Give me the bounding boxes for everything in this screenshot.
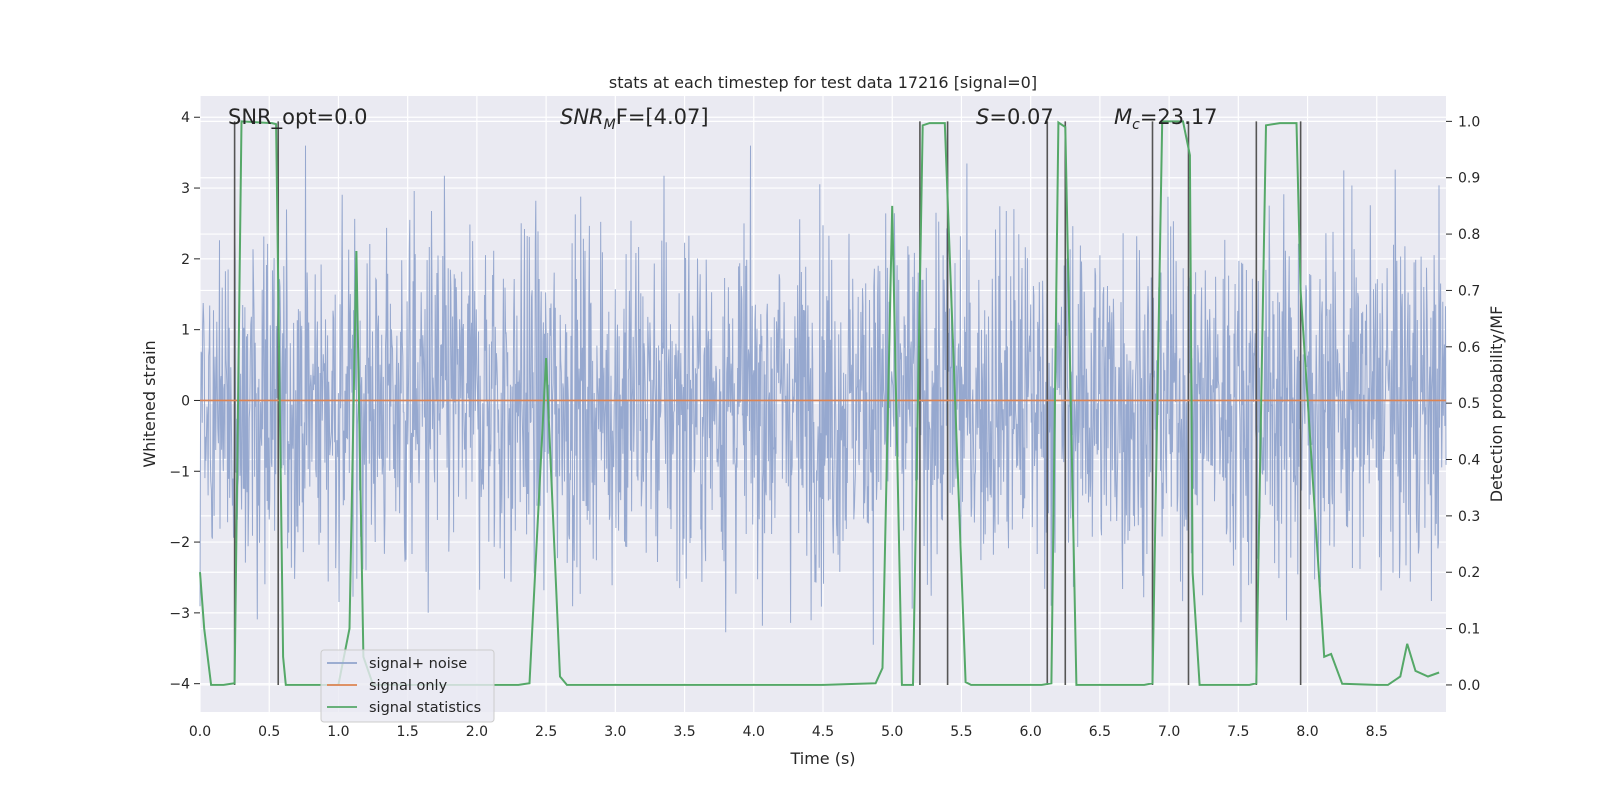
legend-label-signal-only: signal only: [369, 678, 448, 694]
annotation-mc-sub: c: [1132, 117, 1140, 133]
annotation-mc-rest: =23.17: [1140, 105, 1218, 129]
x-tick-label-7: 3.5: [673, 724, 695, 740]
y-right-tick-labels: 1.0 0.9 0.8 0.7 0.6 0.5 0.4 0.3 0.2 0.1 0.0: [1446, 114, 1480, 694]
x-tick-label-5: 2.5: [535, 724, 557, 740]
x-tick-label-3: 1.5: [397, 724, 419, 740]
annotation-snr-mf: SNRMF=[4.07]: [560, 105, 709, 133]
x-tick-label-2: 1.0: [327, 724, 349, 740]
y-tick-label-6: −2: [169, 535, 190, 551]
x-tick-label-0: 0.0: [189, 724, 211, 740]
x-axis-label: Time (s): [789, 749, 855, 768]
y-right-tick-label-10: 0.0: [1458, 678, 1480, 694]
y-axis-label: Whitened strain: [140, 340, 159, 467]
y-right-tick-label-5: 0.5: [1458, 396, 1480, 412]
x-tick-label-9: 4.5: [812, 724, 834, 740]
legend-box: [320, 649, 495, 723]
y-tick-label-7: −3: [169, 606, 190, 622]
y-right-tick-label-1: 0.9: [1458, 171, 1480, 187]
annotation-s: S=0.07: [976, 105, 1054, 129]
chart-title: stats at each timestep for test data 172…: [609, 73, 1037, 92]
y-tick-labels: 4 3 2 1 0 −1 −2 −3 −4: [169, 110, 200, 693]
y-right-tick-label-3: 0.7: [1458, 283, 1480, 299]
x-tick-label-17: 8.5: [1366, 724, 1388, 740]
signal-noise-line: [199, 145, 1447, 645]
legend: signal+ noise signal only signal statist…: [320, 649, 495, 723]
y-tick-label-8: −4: [169, 677, 190, 693]
annotation-snr-mf-sub: M: [604, 117, 616, 133]
y-right-tick-label-9: 0.1: [1458, 622, 1480, 638]
annotation-snr-mf-rest: F=[4.07]: [616, 105, 709, 129]
y-right-tick-label-7: 0.3: [1458, 509, 1480, 525]
annotation-mc-base: M: [1114, 105, 1132, 129]
x-tick-labels: 0.0 0.5 1.0 1.5 2.0 2.5 3.0 3.5 4.0 4.5 5.0 5.5 6.0 6…: [189, 724, 1388, 740]
y-right-tick-label-2: 0.8: [1458, 227, 1480, 243]
x-tick-label-1: 0.5: [258, 724, 280, 740]
annotation-snr-opt: SNR_opt=0.0: [228, 105, 368, 130]
annotation-mc: Mc=23.17: [1114, 105, 1218, 133]
y-right-tick-label-8: 0.2: [1458, 565, 1480, 581]
signal-statistics-series: [199, 120, 1440, 686]
y-tick-label-0: 4: [181, 110, 190, 126]
x-tick-label-16: 8.0: [1296, 724, 1318, 740]
y-tick-label-2: 2: [181, 252, 190, 268]
x-tick-label-6: 3.0: [604, 724, 626, 740]
y-right-tick-label-4: 0.6: [1458, 340, 1480, 356]
x-tick-label-10: 5.0: [881, 724, 903, 740]
x-tick-label-8: 4.0: [743, 724, 765, 740]
y-right-axis-label: Detection probability/MF: [1487, 306, 1506, 503]
x-tick-label-13: 6.5: [1089, 724, 1111, 740]
y-right-tick-label-0: 1.0: [1458, 114, 1480, 130]
annotation-s-rest: =0.07: [989, 105, 1053, 129]
legend-label-signal-statistics: signal statistics: [369, 700, 481, 716]
x-tick-label-15: 7.5: [1227, 724, 1249, 740]
signal-noise-series: [199, 145, 1447, 645]
y-right-tick-label-6: 0.4: [1458, 453, 1480, 469]
y-tick-label-4: 0: [181, 393, 190, 409]
x-tick-label-12: 6.0: [1020, 724, 1042, 740]
annotation-s-italic: S: [976, 105, 989, 129]
annotation-snr-mf-base: SNR: [560, 105, 604, 129]
x-tick-label-4: 2.0: [466, 724, 488, 740]
y-tick-label-5: −1: [169, 464, 190, 480]
y-tick-label-3: 1: [181, 323, 190, 339]
legend-label-signal-noise: signal+ noise: [369, 656, 467, 672]
y-tick-label-1: 3: [181, 181, 190, 197]
signal-statistics-line: [199, 120, 1440, 686]
x-tick-label-14: 7.0: [1158, 724, 1180, 740]
x-tick-label-11: 5.5: [950, 724, 972, 740]
